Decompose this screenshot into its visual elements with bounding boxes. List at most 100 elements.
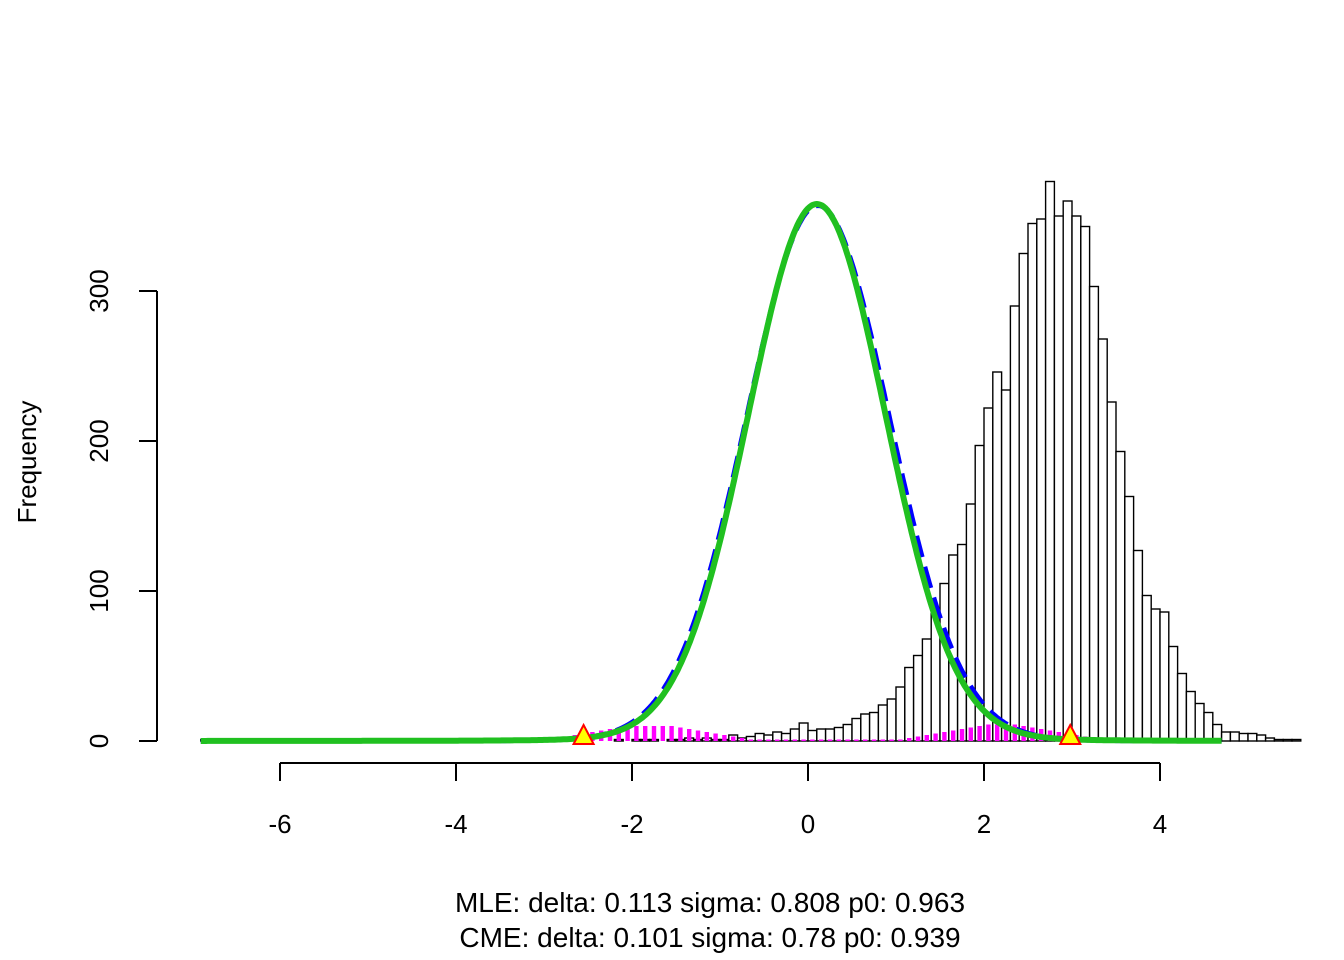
sub-histogram-bar [731, 736, 736, 741]
sub-histogram-bar [801, 739, 806, 741]
histogram-bar [877, 704, 888, 742]
sub-histogram-bar [757, 739, 762, 741]
x-tick-label: -4 [444, 809, 467, 839]
sub-histogram-bar [634, 726, 639, 741]
sub-histogram-bar [643, 726, 648, 741]
sub-histogram-bar [995, 724, 1000, 741]
threshold-markers [571, 722, 1082, 745]
x-tick-label: 4 [1153, 809, 1167, 839]
sub-histogram-bar [986, 724, 991, 741]
y-tick-label: 300 [84, 269, 114, 312]
histogram-bar [1027, 222, 1038, 742]
sub-histogram-bar [775, 739, 780, 741]
histogram-bar [851, 717, 862, 742]
histogram-bar [983, 407, 994, 742]
sub-histogram-bar [871, 739, 877, 741]
histogram-bar [1088, 285, 1100, 742]
sub-histogram-bar [880, 739, 885, 741]
histogram-bar [1282, 738, 1293, 742]
histogram-bar [789, 728, 800, 742]
histogram-bar [956, 543, 968, 742]
threshold-triangle-marker [571, 722, 596, 745]
histogram-bar [1141, 594, 1152, 742]
sub-histogram-bar [687, 729, 692, 741]
histogram-bar [1124, 495, 1135, 742]
sub-histogram-bar [695, 730, 701, 741]
y-tick-label: 100 [84, 569, 114, 612]
sub-histogram-bar [845, 739, 850, 741]
histogram-bar [1062, 200, 1073, 742]
x-tick-label: 0 [801, 809, 815, 839]
histogram-bar [1000, 389, 1012, 742]
histogram-bar [1036, 218, 1047, 742]
sub-histogram-bar [968, 727, 973, 741]
sub-histogram-bar [951, 730, 956, 741]
sub-histogram-bar [616, 727, 621, 741]
caption-line-cme: CME: delta: 0.101 sigma: 0.78 p0: 0.939 [459, 922, 960, 953]
histogram-bar [824, 728, 836, 742]
histogram-bar [1176, 672, 1188, 742]
sub-histogram-bar [678, 727, 683, 741]
histogram-bar [816, 728, 827, 742]
sub-histogram-bar [827, 739, 833, 741]
sub-histogram-bar [722, 735, 727, 741]
sub-histogram-bar [1003, 724, 1009, 741]
sub-histogram-bar [783, 739, 789, 741]
histogram-bar [842, 723, 853, 742]
histogram-bar [1229, 731, 1240, 742]
histogram-bar [1238, 732, 1249, 742]
histogram-bar [807, 729, 818, 742]
sub-histogram-bar [766, 739, 771, 741]
sub-histogram-bar [898, 739, 903, 741]
histogram-bar [904, 666, 915, 742]
x-tick-label: 2 [977, 809, 991, 839]
histogram-bar [939, 582, 950, 742]
histogram-bar [1106, 401, 1117, 742]
y-tick-label: 200 [84, 419, 114, 462]
sub-histogram-bar [915, 736, 921, 741]
sub-histogram-bar [977, 726, 982, 741]
sub-histogram-bar [810, 739, 815, 741]
sub-histogram-bar [713, 733, 718, 741]
histogram-bar [1247, 732, 1258, 742]
sub-histogram-bar [819, 739, 824, 741]
sub-histogram-bar [836, 739, 841, 741]
histogram-bar [1264, 737, 1276, 742]
histogram-bars [200, 180, 1302, 742]
histogram-bar [921, 638, 932, 742]
cme-density-curve [199, 201, 1223, 744]
histogram-bar [1115, 450, 1126, 742]
histogram-bar [1097, 338, 1108, 742]
sub-histogram-bar [889, 739, 894, 741]
x-tick-label: -6 [268, 809, 291, 839]
histogram-bar [912, 654, 924, 742]
sub-histogram-bar [669, 726, 674, 741]
histogram-bar [1168, 645, 1179, 742]
sub-histogram-bar [907, 738, 912, 741]
sub-histogram-bar [704, 732, 709, 741]
histogram-bar [1150, 608, 1161, 742]
histogram-bar [1273, 738, 1284, 742]
x-tick-label: -2 [620, 809, 643, 839]
sub-histogram-bar [651, 726, 657, 741]
sub-histogram-bar [748, 739, 753, 741]
y-axis-title: Frequency [12, 401, 42, 524]
histogram-bar [1132, 549, 1144, 742]
density-curves [199, 201, 1223, 744]
histogram-bar [1018, 252, 1029, 742]
y-tick-label: 0 [84, 734, 114, 748]
histogram-bar [1053, 215, 1064, 742]
histogram-bar [1009, 305, 1020, 742]
histogram-bar [965, 503, 976, 742]
histogram-bar [1203, 711, 1214, 742]
caption-line-mle: MLE: delta: 0.113 sigma: 0.808 p0: 0.963 [455, 887, 965, 918]
axes: -6 -4 -2 0 2 4 0 100 200 300 [84, 269, 1167, 839]
histogram-bar [1220, 731, 1232, 742]
sub-histogram-bar [942, 732, 947, 741]
histogram-bar [1080, 225, 1091, 742]
sub-histogram-bar [625, 727, 630, 741]
histogram-bar [1071, 215, 1082, 742]
histogram-bar [1185, 690, 1196, 742]
sub-histogram-bar [959, 729, 965, 741]
